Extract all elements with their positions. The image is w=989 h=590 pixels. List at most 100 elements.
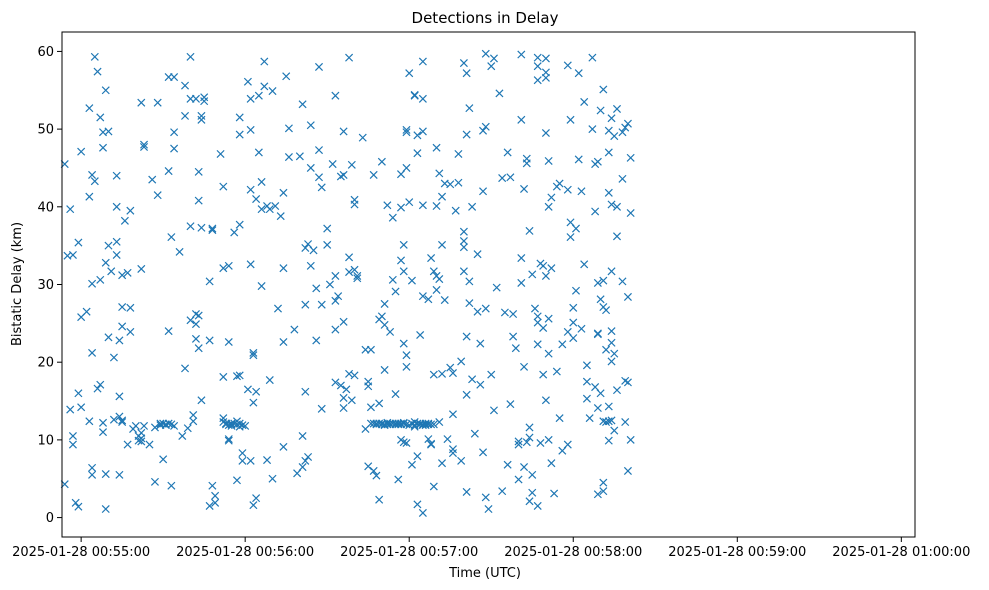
data-point (148, 175, 157, 184)
data-point (566, 115, 575, 124)
data-point (525, 423, 534, 432)
data-point (191, 94, 200, 103)
data-point (459, 267, 468, 276)
data-point (386, 327, 395, 336)
data-point (541, 128, 550, 138)
data-point (607, 338, 616, 347)
data-point (544, 314, 553, 323)
data-point (90, 52, 99, 61)
data-point (317, 183, 326, 192)
data-point (230, 228, 239, 237)
data-point (448, 369, 457, 378)
data-point (435, 275, 444, 284)
y-tick-label: 40 (37, 200, 54, 215)
data-point (602, 345, 611, 354)
data-point (547, 264, 556, 273)
data-point (388, 275, 397, 284)
data-point (71, 498, 80, 507)
data-point (511, 344, 520, 353)
data-point (235, 220, 244, 229)
data-point (284, 124, 293, 133)
data-point (520, 362, 529, 371)
data-point (118, 303, 127, 312)
data-point (257, 205, 266, 214)
data-point (418, 292, 427, 301)
data-point (252, 494, 261, 503)
data-point (90, 177, 99, 186)
data-point (593, 404, 602, 413)
data-point (150, 423, 159, 432)
data-point (465, 277, 474, 286)
data-point (254, 148, 263, 157)
data-point (413, 452, 422, 461)
data-point (186, 222, 195, 231)
data-point (566, 233, 575, 242)
data-point (137, 98, 146, 107)
data-point (383, 201, 392, 210)
data-point (85, 192, 94, 201)
data-point (66, 405, 75, 414)
data-point (137, 437, 146, 446)
data-point (101, 470, 110, 479)
data-point (462, 390, 471, 399)
x-tick-label: 2025-01-28 00:58:00 (504, 545, 642, 560)
data-point (98, 418, 108, 427)
data-point (506, 173, 515, 182)
data-point (353, 271, 362, 280)
data-point (533, 340, 542, 349)
data-point (550, 489, 559, 498)
x-tick-label: 2025-01-28 00:57:00 (340, 545, 478, 560)
data-point (599, 487, 608, 496)
data-point (588, 125, 597, 134)
data-point (604, 188, 613, 197)
data-point (96, 380, 105, 389)
data-point (577, 324, 586, 333)
data-point (298, 100, 307, 109)
data-point (301, 387, 310, 396)
data-point (339, 170, 348, 179)
data-point (232, 476, 241, 485)
data-point (271, 202, 280, 211)
data-point (208, 481, 217, 490)
data-point (413, 500, 422, 509)
data-point (607, 200, 616, 209)
data-point (541, 396, 550, 405)
data-point (252, 387, 261, 396)
data-point (88, 470, 97, 479)
data-point (555, 179, 564, 188)
data-point (520, 463, 529, 472)
data-point (85, 417, 94, 426)
data-point (481, 304, 490, 313)
data-point (407, 276, 416, 285)
data-point (539, 261, 548, 270)
data-point (170, 421, 179, 430)
data-point (399, 419, 408, 428)
data-point (528, 488, 537, 497)
data-point (74, 238, 83, 247)
data-point (164, 419, 173, 428)
data-point (621, 123, 630, 132)
data-point (402, 163, 411, 172)
data-point (77, 147, 86, 156)
data-point (334, 292, 343, 301)
data-point (427, 254, 436, 263)
data-point (522, 438, 531, 447)
data-point (437, 192, 447, 201)
data-point (317, 300, 326, 309)
data-point (498, 174, 507, 183)
data-point (618, 174, 627, 183)
data-point (325, 280, 334, 289)
x-tick-label: 2025-01-28 00:56:00 (176, 545, 314, 560)
data-point (88, 279, 97, 288)
data-point (98, 143, 108, 152)
data-point (224, 436, 233, 445)
data-point (279, 442, 288, 451)
data-point (465, 299, 474, 308)
data-point (249, 501, 258, 510)
data-point (167, 233, 176, 242)
data-point (623, 378, 632, 387)
data-point (465, 104, 474, 113)
data-point (323, 224, 332, 233)
data-point (552, 367, 561, 376)
data-point (410, 91, 419, 100)
